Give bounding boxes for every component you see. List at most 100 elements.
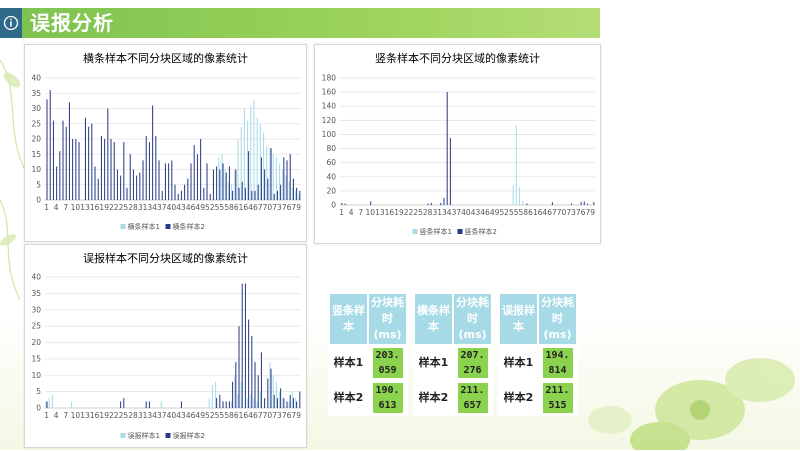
bar xyxy=(285,175,287,200)
bar xyxy=(244,283,246,408)
table-header-time: 分块耗时(ms) xyxy=(539,294,576,344)
bar xyxy=(259,391,261,408)
x-tick-label: 67 xyxy=(253,203,263,212)
x-tick-label: 16 xyxy=(90,203,100,212)
x-tick-label: 7 xyxy=(63,411,68,420)
x-tick-label: 58 xyxy=(224,411,234,420)
bar xyxy=(231,401,233,408)
y-tick-label: 40 xyxy=(31,74,41,83)
x-tick-label: 46 xyxy=(186,411,196,420)
legend-swatch xyxy=(120,224,126,229)
x-tick-label: 16 xyxy=(385,208,395,217)
x-tick-label: 76 xyxy=(576,208,586,217)
bar xyxy=(94,166,96,200)
chart-title: 竖条样本不同分块区域的像素统计 xyxy=(375,51,540,65)
x-tick-label: 13 xyxy=(80,203,90,212)
x-tick-label: 64 xyxy=(243,203,253,212)
legend-label: 竖条样本1 xyxy=(420,227,452,236)
bar xyxy=(257,375,259,408)
x-tick-label: 43 xyxy=(176,411,186,420)
x-tick-label: 4 xyxy=(349,208,354,217)
bar xyxy=(580,202,582,205)
bar xyxy=(49,90,51,200)
bar xyxy=(593,202,595,205)
bar xyxy=(267,378,269,408)
bar xyxy=(280,184,282,200)
x-tick-label: 1 xyxy=(339,208,344,217)
bar xyxy=(344,203,346,205)
bar xyxy=(46,99,48,200)
bar xyxy=(248,151,250,200)
row-label: 样本1 xyxy=(415,346,452,379)
x-tick-label: 76 xyxy=(282,203,292,212)
bar xyxy=(228,401,230,408)
x-tick-label: 10 xyxy=(71,411,81,420)
y-tick-label: 20 xyxy=(31,338,41,347)
bar xyxy=(238,326,240,408)
time-value: 211.515 xyxy=(539,381,576,414)
x-tick-label: 34 xyxy=(442,208,452,217)
row-label: 样本2 xyxy=(500,381,537,414)
y-tick-label: 35 xyxy=(31,89,41,98)
y-tick-label: 100 xyxy=(322,130,337,139)
page-title: 误报分析 xyxy=(30,11,114,35)
x-tick-label: 43 xyxy=(176,203,186,212)
x-tick-label: 52 xyxy=(499,208,509,217)
bar xyxy=(91,123,93,200)
bar xyxy=(446,92,448,205)
bar xyxy=(286,160,288,200)
x-tick-label: 4 xyxy=(54,411,59,420)
x-tick-label: 37 xyxy=(157,411,167,420)
bar xyxy=(145,401,147,408)
bar xyxy=(62,120,64,200)
bar xyxy=(208,398,210,408)
x-tick-label: 40 xyxy=(167,203,177,212)
bar xyxy=(227,181,229,200)
y-tick-label: 15 xyxy=(31,354,41,363)
bar xyxy=(68,102,70,200)
bar xyxy=(120,175,122,200)
bar xyxy=(257,184,259,200)
x-tick-label: 55 xyxy=(215,411,225,420)
time-value: 194.814 xyxy=(539,346,576,379)
bar xyxy=(276,190,278,200)
bar xyxy=(193,145,195,200)
y-tick-label: 30 xyxy=(31,104,41,113)
bar xyxy=(139,172,141,200)
row-label: 样本1 xyxy=(500,346,537,379)
bar xyxy=(123,398,125,408)
bar xyxy=(515,125,517,205)
bar xyxy=(260,157,262,200)
x-tick-label: 46 xyxy=(480,208,490,217)
bar xyxy=(259,123,261,200)
x-tick-label: 73 xyxy=(272,203,282,212)
bar xyxy=(221,154,223,200)
bar xyxy=(292,178,294,200)
x-tick-label: 7 xyxy=(63,203,68,212)
x-tick-label: 79 xyxy=(291,203,301,212)
bar xyxy=(518,187,520,205)
bar xyxy=(254,190,256,200)
y-tick-label: 15 xyxy=(31,150,41,159)
bar xyxy=(269,148,271,200)
bar xyxy=(243,108,245,200)
y-tick-label: 25 xyxy=(31,119,41,128)
bar xyxy=(123,142,125,200)
bar xyxy=(270,148,272,200)
x-tick-label: 49 xyxy=(195,411,205,420)
bar xyxy=(177,193,179,200)
bar xyxy=(148,142,150,200)
x-tick-label: 19 xyxy=(99,411,109,420)
bar xyxy=(341,202,343,205)
x-tick-label: 34 xyxy=(147,203,157,212)
x-tick-label: 19 xyxy=(99,203,109,212)
bar xyxy=(295,190,297,200)
y-tick-label: 5 xyxy=(36,180,41,189)
y-tick-label: 0 xyxy=(36,404,41,413)
bar xyxy=(266,145,268,200)
bar xyxy=(152,105,154,200)
bar xyxy=(100,135,102,200)
bar xyxy=(75,139,77,200)
